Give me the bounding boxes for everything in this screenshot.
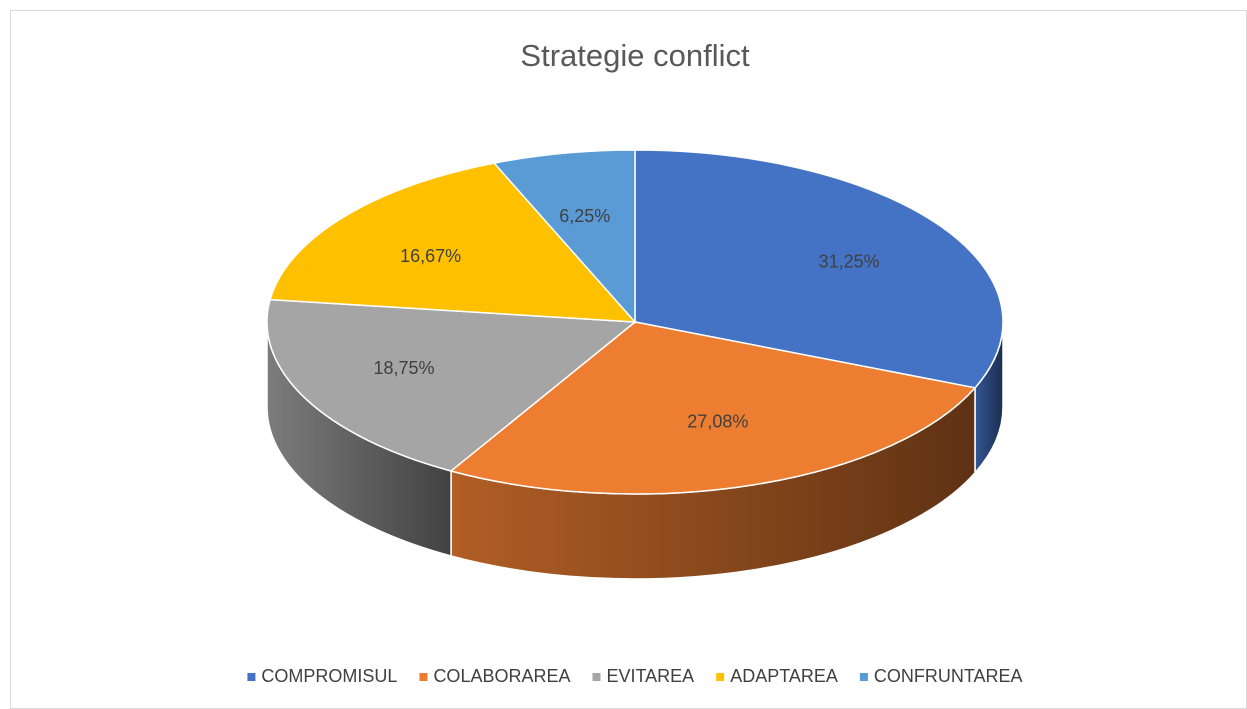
legend-swatch bbox=[716, 673, 725, 681]
legend-label: COMPROMISUL bbox=[261, 666, 397, 686]
pie-slice bbox=[266, 298, 637, 472]
legend-swatch bbox=[859, 673, 868, 681]
pie-slice bbox=[634, 149, 1004, 389]
pie-slice bbox=[269, 162, 637, 323]
data-label: 31,25% bbox=[819, 252, 880, 272]
data-label: 27,08% bbox=[687, 412, 748, 432]
data-label: 16,67% bbox=[400, 246, 461, 266]
legend-label: CONFRUNTAREA bbox=[874, 666, 1023, 686]
legend-item: CONFRUNTAREA bbox=[859, 666, 1023, 686]
data-label: 6,25% bbox=[559, 206, 610, 226]
legend-item: COLABORAREA bbox=[419, 666, 570, 686]
pie-slice bbox=[492, 149, 636, 324]
legend-label: ADAPTAREA bbox=[730, 666, 838, 686]
legend-swatch bbox=[419, 673, 428, 681]
chart-title: Strategie conflict bbox=[520, 38, 750, 73]
legend-swatch bbox=[247, 673, 256, 681]
legend-item: COMPROMISUL bbox=[247, 666, 397, 686]
legend-swatch bbox=[592, 673, 601, 681]
legend-item: ADAPTAREA bbox=[716, 666, 838, 686]
legend-label: EVITAREA bbox=[606, 666, 694, 686]
legend-label: COLABORAREA bbox=[433, 666, 570, 686]
data-label: 18,75% bbox=[373, 358, 434, 378]
legend-item: EVITAREA bbox=[592, 666, 694, 686]
